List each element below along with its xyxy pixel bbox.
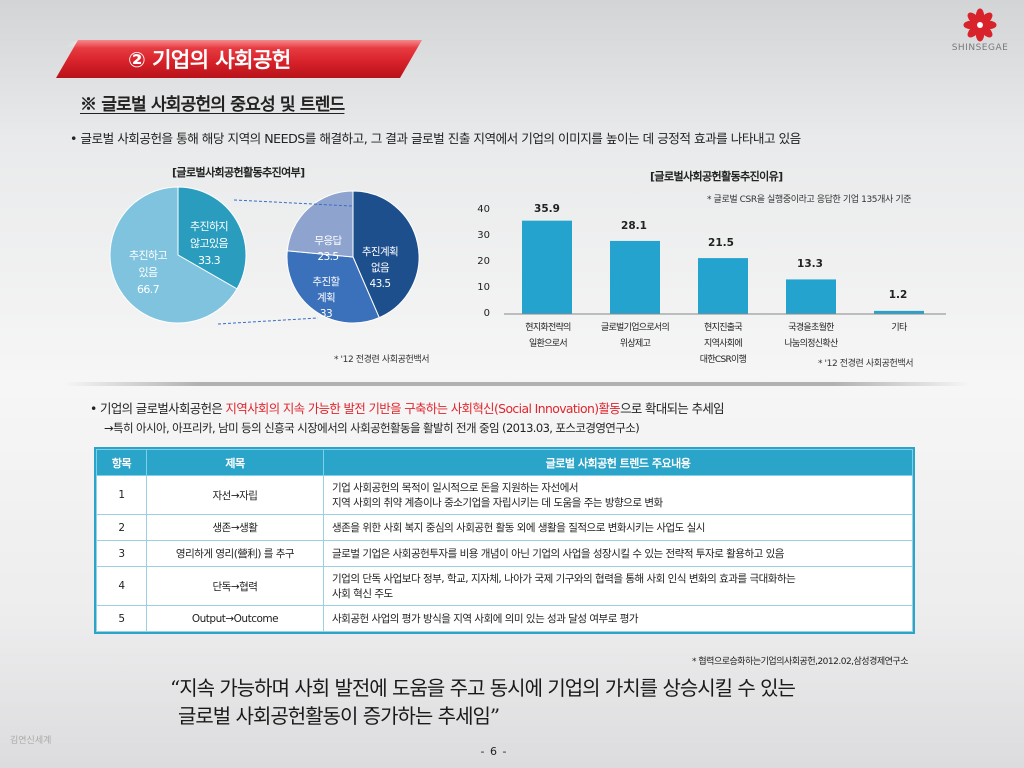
trend-table: 항목 제목 글로벌 사회공헌 트렌드 주요내용 1 자선→자립 기업 사회공헌의…	[94, 447, 915, 634]
table-row: 5 Output→Outcome 사회공헌 사업의 평가 방식을 지역 사회에 …	[96, 605, 913, 632]
pie-source-note: * '12 전경련 사회공헌백서	[334, 355, 430, 365]
bar-value-5: 1.2	[888, 289, 908, 301]
footer-watermark: 김연신세계	[10, 736, 52, 746]
trend-bullet: • 기업의 글로벌사회공헌은 지역사회의 지속 가능한 발전 기반을 구축하는 …	[90, 401, 725, 416]
bar-3	[698, 258, 748, 314]
intro-bullet: • 글로벌 사회공헌을 통해 해당 지역의 NEEDS를 해결하고, 그 결과 …	[70, 131, 801, 146]
page-number: - 6 -	[480, 745, 508, 758]
trend-sub-bullet: →특히 아시아, 아프리카, 남미 등의 신흥국 시장에서의 사회공헌활동을 활…	[104, 421, 640, 435]
connector-line-bottom	[217, 317, 319, 325]
bar-value-2: 28.1	[621, 220, 647, 232]
pie2-label-plan: 추진할 계획 33	[312, 276, 340, 320]
bar-chart	[504, 220, 946, 315]
bar-5	[874, 310, 924, 314]
section-divider	[64, 382, 970, 386]
col-header-content: 글로벌 사회공헌 트렌드 주요내용	[323, 449, 913, 476]
bar-category-3: 현지진출국 지역사회에 대한CSR이행	[699, 323, 747, 365]
pie1-label-yes: 추진하고 있음 66.7	[128, 249, 168, 296]
logo-text: SHINSEGAE	[951, 43, 1009, 53]
subheading: ※ 글로벌 사회공헌의 중요성 및 트렌드	[80, 95, 345, 115]
pie1-label-no: 추진하지 않고있음 33.3	[189, 220, 229, 267]
y-tick-20: 20	[477, 256, 490, 267]
trend-highlight: 지역사회의 지속 가능한 발전 기반을 구축하는 사회혁신(Social Inn…	[225, 401, 621, 416]
pie-chart-title: [글로벌사회공헌활동추진여부]	[172, 166, 305, 179]
pie2-label-noresp: 무응답 23.5	[314, 235, 342, 263]
bar-basis-note: * 글로벌 CSR을 실행중이라고 응답한 기업 135개사 기준	[707, 195, 912, 205]
bar-chart-title: [글로벌사회공헌활동추진이유]	[650, 170, 783, 183]
bar-value-1: 35.9	[534, 203, 560, 215]
bar-4	[786, 279, 836, 314]
pie1-slice-no	[177, 186, 247, 290]
table-row: 1 자선→자립 기업 사회공헌의 목적이 일시적으로 돈을 지원하는 자선에서 지…	[96, 475, 913, 515]
y-tick-10: 10	[477, 282, 490, 293]
bar-1	[522, 220, 572, 314]
table-row: 3 영리하게 영리(營利) 를 추구 글로벌 기업은 사회공헌투자를 비용 개념…	[96, 540, 913, 567]
pie2-slice-none	[352, 190, 420, 319]
bar-category-4: 국경을초월한 나눔의정신확산	[784, 323, 838, 349]
bar-category-2: 글로벌기업으로서의 위상제고	[600, 323, 670, 349]
y-tick-40: 40	[477, 204, 490, 215]
table-source-note: * 협력으로승화하는기업의사회공헌,2012.02,삼성경제연구소	[692, 657, 908, 667]
closing-quote: “지속 가능하며 사회 발전에 도움을 주고 동시에 기업의 가치를 상승시킬 …	[170, 676, 796, 728]
page-title: ② 기업의 사회공헌	[128, 48, 291, 72]
col-header-title: 제목	[146, 449, 324, 476]
table-header-row: 항목 제목 글로벌 사회공헌 트렌드 주요내용	[96, 449, 913, 476]
y-tick-0: 0	[483, 308, 490, 319]
col-header-item: 항목	[96, 449, 147, 476]
bar-value-4: 13.3	[797, 258, 823, 270]
shinsegae-logo: SHINSEGAE	[944, 8, 1016, 53]
table-row: 4 단독→협력 기업의 단독 사업보다 정부, 학교, 지자체, 나아가 국제 …	[96, 566, 913, 606]
bar-source-note: * '12 전경련 사회공헌백서	[818, 359, 914, 369]
bar-2	[610, 240, 660, 314]
flower-logo-icon	[963, 8, 997, 42]
pie-charts	[109, 186, 420, 325]
bar-value-3: 21.5	[708, 237, 734, 249]
table-row: 2 생존→생활 생존을 위한 사회 복지 중심의 사회공헌 활동 외에 생활을 …	[96, 514, 913, 541]
y-tick-30: 30	[477, 230, 490, 241]
title-banner	[56, 40, 422, 78]
pie2-label-none: 추진계획 없음 43.5	[361, 246, 399, 290]
pie2-slice-plan	[286, 250, 380, 324]
bar-category-5: 기타	[891, 323, 907, 333]
bar-category-1: 현지화전략의 일환으로서	[525, 323, 571, 349]
pie2-slice-noresp	[286, 190, 354, 258]
title-banner-shine	[62, 40, 422, 48]
pie1-slice-yes	[109, 186, 238, 324]
